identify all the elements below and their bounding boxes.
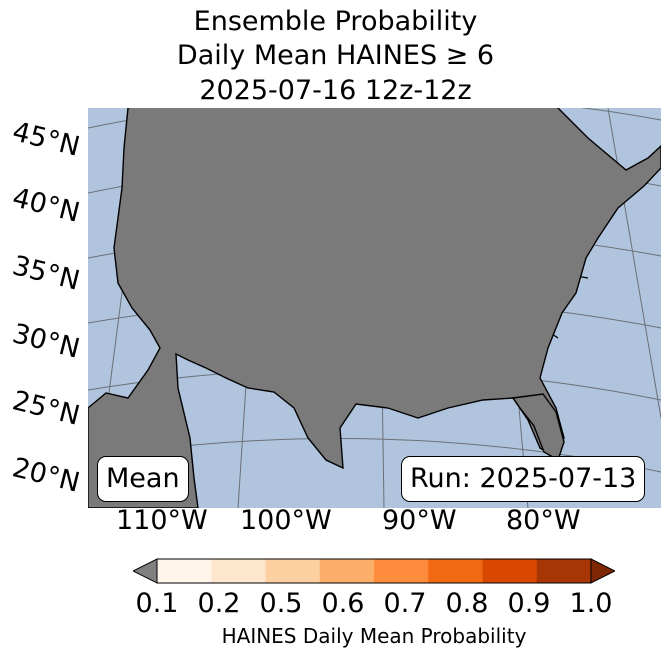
title-line-2: Daily Mean HAINES ≥ 6: [176, 40, 495, 71]
colorbar-tick-label: 0.1: [135, 588, 179, 619]
title-line-3: 2025-07-16 12z-12z: [199, 75, 472, 106]
colorbar-segment: [428, 559, 483, 583]
colorbar-segment: [374, 559, 429, 583]
probability-map: [88, 108, 661, 508]
colorbar-segment: [319, 559, 375, 583]
lon-label-100: 100°W: [240, 505, 332, 536]
colorbar-tick-label: 1.0: [569, 588, 613, 619]
lat-label-45: 45°N: [9, 116, 83, 163]
colorbar-segment: [157, 559, 212, 583]
lon-label-110: 110°W: [116, 505, 208, 536]
lat-label-40: 40°N: [9, 182, 83, 229]
lat-label-35: 35°N: [9, 250, 83, 297]
colorbar-tick-label: 0.7: [383, 588, 427, 619]
colorbar-tick-label: 0.6: [321, 588, 365, 619]
colorbar-segment: [482, 559, 538, 583]
colorbar-segments: [157, 559, 592, 583]
lat-label-30: 30°N: [9, 318, 83, 365]
title-line-1: Ensemble Probability: [193, 6, 478, 37]
lat-label-20: 20°N: [9, 452, 83, 499]
colorbar-over-arrow: [590, 558, 615, 584]
colorbar-segment: [536, 559, 592, 583]
colorbar-tick-label: 0.5: [259, 588, 303, 619]
colorbar-tick-label: 0.2: [197, 588, 241, 619]
mean-label: Mean: [97, 456, 189, 502]
run-label: Run: 2025-07-13: [401, 456, 646, 502]
colorbar-under-arrow: [133, 558, 158, 584]
colorbar-tick-label: 0.9: [507, 588, 551, 619]
colorbar-label: HAINES Daily Mean Probability: [221, 624, 527, 648]
colorbar-segment: [211, 559, 266, 583]
colorbar: [133, 558, 615, 584]
lat-label-25: 25°N: [9, 385, 83, 432]
colorbar-segment: [265, 559, 321, 583]
colorbar-tick-label: 0.8: [445, 588, 489, 619]
lon-label-90: 90°W: [382, 505, 457, 536]
lon-label-80: 80°W: [506, 505, 581, 536]
